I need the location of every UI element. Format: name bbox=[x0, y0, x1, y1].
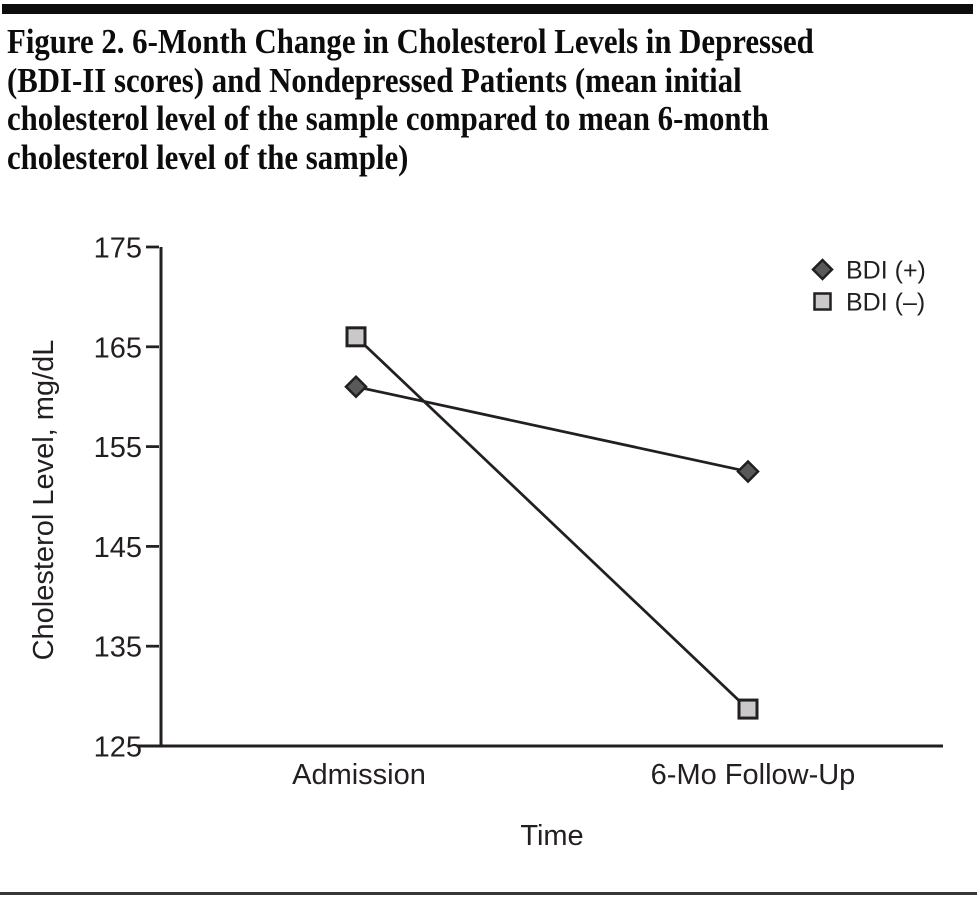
data-marker-diamond bbox=[344, 374, 368, 399]
legend-marker-square bbox=[813, 292, 832, 311]
y-tick-label: 165 bbox=[94, 332, 142, 364]
data-marker-square bbox=[345, 326, 367, 348]
data-marker-diamond bbox=[736, 459, 760, 484]
y-tick-label: 175 bbox=[94, 233, 142, 265]
figure-caption-line: Figure 2. 6-Month Change in Cholesterol … bbox=[7, 22, 814, 61]
x-axis-title: Time bbox=[520, 820, 583, 852]
x-category-label: 6-Mo Follow-Up bbox=[651, 759, 856, 791]
y-tick-label: 135 bbox=[94, 632, 142, 664]
y-axis-title: Cholesterol Level, mg/dL bbox=[28, 340, 60, 661]
legend-label: BDI (–) bbox=[846, 289, 925, 317]
series-line bbox=[355, 385, 749, 473]
legend-label: BDI (+) bbox=[846, 257, 926, 285]
figure-caption-line: (BDI-II scores) and Nondepressed Patient… bbox=[7, 60, 742, 100]
top-rule bbox=[2, 4, 973, 14]
x-category-label: Admission bbox=[292, 759, 426, 791]
legend-marker-diamond bbox=[811, 258, 834, 281]
figure-caption-line: cholesterol level of the sample compared… bbox=[7, 99, 769, 138]
y-tick-label: 155 bbox=[94, 432, 142, 464]
bottom-rule bbox=[0, 892, 977, 895]
data-marker-square bbox=[737, 698, 759, 720]
series-line bbox=[355, 335, 749, 711]
figure-caption: Figure 2. 6-Month Change in Cholesterol … bbox=[7, 22, 924, 177]
y-tick-label: 125 bbox=[94, 732, 142, 764]
y-tick-label: 145 bbox=[94, 532, 142, 564]
figure-caption-line: cholesterol level of the sample) bbox=[7, 137, 409, 177]
